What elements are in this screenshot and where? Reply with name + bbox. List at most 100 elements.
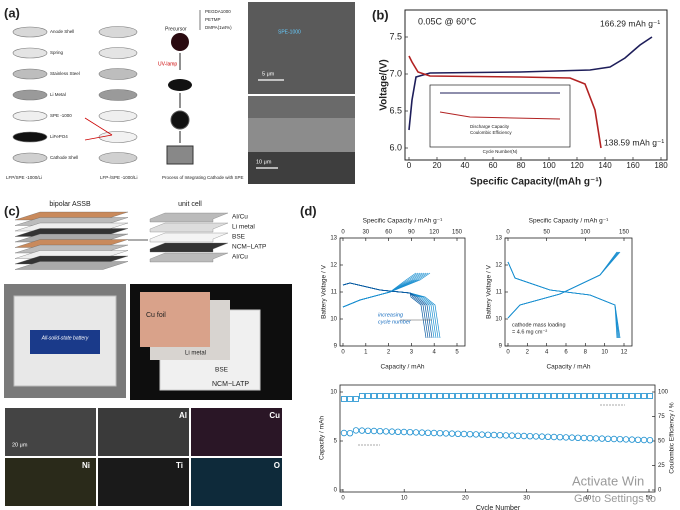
cell-layer — [12, 26, 48, 38]
efficiency-marker — [461, 393, 467, 399]
cell-layer — [98, 110, 138, 122]
x-tick-label: 100 — [542, 161, 556, 170]
efficiency-marker — [563, 393, 569, 399]
efficiency-marker — [623, 393, 629, 399]
efficiency-marker — [377, 393, 383, 399]
battery-label-box — [30, 330, 100, 354]
layer-label: Anode Shell — [50, 29, 74, 34]
x-tick-label: 0 — [341, 230, 345, 236]
x-tick-label: 12 — [621, 350, 628, 356]
capacity-marker — [496, 432, 504, 439]
cu-foil — [140, 292, 210, 347]
label: = 4.6 mg cm⁻² — [512, 329, 547, 335]
axis-label: Battery Voltage / V — [321, 264, 328, 319]
charge-curve — [408, 36, 653, 131]
capacity-marker — [640, 436, 648, 444]
label: SPE-1000 — [278, 29, 301, 35]
axis-label: Capacity / mAh — [546, 364, 590, 371]
label: 20 μm — [12, 442, 28, 448]
capacity-marker — [616, 436, 624, 443]
capacity-marker — [358, 427, 366, 434]
charge-curve — [342, 272, 417, 308]
y-tick-label: 12 — [495, 263, 502, 269]
label: Al/Cu — [232, 254, 248, 261]
efficiency-marker — [431, 393, 437, 399]
capacity-marker — [532, 433, 540, 440]
capacity-marker — [424, 429, 432, 436]
y-tick-label: 10 — [495, 317, 502, 323]
y-tick-label: 6.0 — [389, 142, 402, 152]
y-tick-label: 25 — [658, 463, 665, 469]
efficiency-marker — [527, 393, 533, 399]
efficiency-marker — [371, 393, 377, 399]
y-tick-label: 11 — [331, 290, 338, 296]
panel-label: (a) — [4, 5, 20, 20]
sem-band — [248, 118, 355, 152]
cell-layer — [98, 47, 138, 59]
axis-label: Specific Capacity / mAh g⁻¹ — [529, 218, 609, 225]
label: All-solid-state battery — [41, 335, 89, 341]
capacity-marker — [418, 429, 426, 436]
efficiency-marker — [347, 396, 353, 402]
y-tick-label: 10 — [330, 390, 337, 396]
efficiency-marker — [641, 393, 647, 399]
label: PETMP — [205, 17, 221, 22]
efficiency-marker — [449, 393, 455, 399]
capacity-marker — [508, 432, 516, 439]
x-tick-label: 50 — [543, 230, 550, 236]
label: Discharge Capacity — [470, 124, 510, 129]
label: PEGDA1000 — [205, 9, 231, 14]
capacity-marker — [442, 430, 450, 437]
label: unit cell — [178, 201, 202, 208]
layer-label: Li Metal — [50, 92, 66, 97]
electrode — [168, 79, 192, 91]
label: BSE — [215, 367, 229, 374]
x-tick-label: 6 — [564, 350, 568, 356]
efficiency-marker — [545, 393, 551, 399]
capacity-marker — [376, 428, 384, 435]
x-tick-label: 0 — [407, 161, 412, 170]
inset-frame — [429, 84, 571, 148]
capacity-marker — [634, 436, 642, 443]
eds-map — [5, 458, 96, 506]
electrode — [170, 110, 190, 130]
efficiency-marker — [587, 393, 593, 399]
y-tick-label: 7.0 — [389, 68, 402, 78]
efficiency-marker — [341, 396, 347, 402]
capacity-marker — [562, 434, 570, 441]
layer-label: Stainless Steel — [50, 71, 80, 76]
efficiency-marker — [467, 393, 473, 399]
capacity-marker — [598, 435, 606, 442]
efficiency-marker — [617, 393, 623, 399]
efficiency-marker — [437, 393, 443, 399]
cell-layer — [149, 232, 229, 243]
discharge-curve — [342, 282, 427, 339]
efficiency-marker — [521, 393, 527, 399]
label: 10 μm — [256, 159, 272, 165]
label: Al — [179, 411, 187, 420]
x-tick-label: 120 — [429, 230, 440, 236]
cell-layer — [12, 68, 48, 80]
label: 166.29 mAh g⁻¹ — [600, 18, 660, 28]
cell-layer — [98, 89, 138, 101]
x-tick-label: 120 — [570, 161, 584, 170]
y-tick-label: 50 — [658, 439, 665, 445]
axis-label: Specific Capacity / mAh g⁻¹ — [363, 218, 443, 225]
layer-label: Cathode Shell — [50, 155, 78, 160]
layer-label: Spring — [50, 50, 64, 55]
y-tick-label: 100 — [658, 390, 669, 396]
x-tick-label: 0 — [506, 230, 510, 236]
capacity-marker — [460, 430, 468, 438]
label: Li metal — [185, 351, 206, 357]
x-tick-label: 3 — [410, 350, 414, 356]
axis-label: Capacity / mAh — [380, 364, 424, 371]
eds-map — [98, 408, 189, 456]
efficiency-marker — [473, 393, 479, 399]
discharge-curve — [408, 55, 602, 149]
device — [166, 145, 194, 165]
label: cathode mass loading — [512, 322, 566, 328]
efficiency-marker — [407, 393, 413, 399]
axis-label: Capacity / mAh — [319, 416, 326, 460]
capacity-marker — [340, 429, 348, 437]
